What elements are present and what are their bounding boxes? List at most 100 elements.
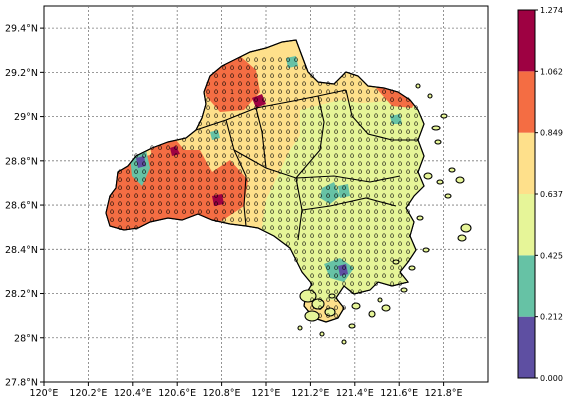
station-value: 0 [262, 192, 266, 200]
station-value: 0 [246, 80, 250, 88]
station-value: 0 [358, 288, 362, 296]
station-value: 0 [206, 152, 210, 160]
station-value: 0 [302, 96, 306, 104]
station-value: 0 [134, 216, 138, 224]
island [460, 223, 472, 233]
lat-tick-label: 28.8°N [5, 156, 38, 167]
station-value: 0 [358, 160, 362, 168]
station-value: 0 [326, 152, 330, 160]
station-value: 0 [294, 248, 298, 256]
station-value: 0 [334, 264, 338, 272]
station-value: 0 [206, 208, 210, 216]
station-value: 0 [182, 184, 186, 192]
station-value: 0 [374, 136, 378, 144]
station-value: 0 [270, 56, 274, 64]
station-value: 0 [342, 104, 346, 112]
station-value: 0 [326, 208, 330, 216]
station-value: 0 [374, 280, 378, 288]
station-value: 0 [350, 192, 354, 200]
station-value: 0 [214, 96, 218, 104]
station-value: 0 [174, 152, 178, 160]
station-value: 0 [414, 104, 418, 112]
station-value: 0 [326, 144, 330, 152]
station-value: 0 [278, 224, 282, 232]
station-value: 0 [390, 104, 394, 112]
station-value: 0 [406, 136, 410, 144]
station-value: 0 [366, 272, 370, 280]
contour-low-3 [338, 184, 350, 198]
station-value: 0 [334, 160, 338, 168]
colorbar-label: 0.637 [540, 190, 563, 199]
station-value: 0 [222, 208, 226, 216]
station-value: 0 [310, 264, 314, 272]
station-value: 0 [382, 200, 386, 208]
station-value: 0 [358, 264, 362, 272]
station-value: 0 [238, 80, 242, 88]
station-value: 0 [342, 280, 346, 288]
station-value: 0 [174, 160, 178, 168]
station-value: 0 [318, 80, 322, 88]
station-value: 0 [310, 240, 314, 248]
station-value: 0 [230, 80, 234, 88]
station-value: 0 [190, 144, 194, 152]
land-outline [105, 39, 425, 323]
station-value: 0 [366, 192, 370, 200]
station-value: 0 [334, 120, 338, 128]
colorbar-segment [518, 10, 535, 72]
station-value: 0 [310, 152, 314, 160]
station-value: 0 [254, 144, 258, 152]
lon-tick-label: 120.4°E [114, 388, 152, 399]
station-value: 0 [390, 240, 394, 248]
station-value: 0 [374, 160, 378, 168]
station-value: 0 [238, 136, 242, 144]
station-value: 0 [246, 104, 250, 112]
station-value: 0 [366, 248, 370, 256]
station-value: 0 [374, 144, 378, 152]
station-value: 0 [214, 80, 218, 88]
station-value: 0 [278, 176, 282, 184]
station-value: 0 [318, 192, 322, 200]
station-value: 0 [294, 232, 298, 240]
station-value: 0 [118, 216, 122, 224]
station-value: 0 [334, 288, 338, 296]
station-value: 0 [262, 224, 266, 232]
station-value: 0 [286, 64, 290, 72]
station-value: 0 [254, 208, 258, 216]
station-value: 0 [358, 256, 362, 264]
island [436, 179, 444, 185]
colorbar-label: 0.849 [540, 129, 563, 138]
station-value: 0 [270, 72, 274, 80]
station-value: 0 [270, 88, 274, 96]
station-value: 0 [366, 152, 370, 160]
station-value: 0 [326, 264, 330, 272]
station-value: 0 [278, 144, 282, 152]
station-value: 0 [166, 208, 170, 216]
station-value: 0 [118, 184, 122, 192]
station-value: 0 [270, 120, 274, 128]
station-value: 0 [278, 232, 282, 240]
station-value: 0 [310, 224, 314, 232]
station-value: 0 [294, 224, 298, 232]
station-value: 0 [278, 152, 282, 160]
station-value: 0 [302, 216, 306, 224]
contour-zone-east [260, 100, 424, 300]
station-value: 0 [214, 208, 218, 216]
station-value: 0 [390, 128, 394, 136]
station-value: 0 [214, 144, 218, 152]
station-value: 0 [382, 256, 386, 264]
station-value: 0 [358, 104, 362, 112]
station-value: 0 [318, 272, 322, 280]
island [381, 304, 391, 312]
lat-tick-label: 28.6°N [5, 201, 38, 212]
station-value: 0 [366, 256, 370, 264]
station-value: 0 [214, 72, 218, 80]
station-value: 0 [390, 144, 394, 152]
station-value: 0 [350, 72, 354, 80]
station-value: 0 [318, 88, 322, 96]
station-value: 0 [406, 152, 410, 160]
station-value: 0 [334, 152, 338, 160]
station-value: 0 [382, 144, 386, 152]
station-value: 0 [390, 232, 394, 240]
station-value: 0 [294, 184, 298, 192]
station-value: 0 [350, 128, 354, 136]
